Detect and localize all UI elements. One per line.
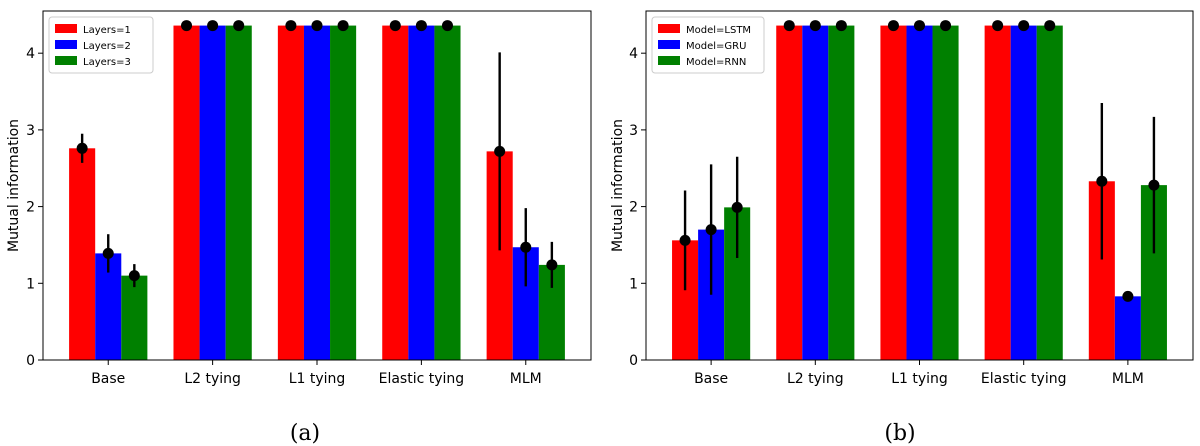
legend-swatch bbox=[658, 40, 680, 49]
x-tick-label: L1 tying bbox=[289, 371, 346, 387]
mean-marker bbox=[285, 20, 297, 32]
mean-marker bbox=[494, 145, 506, 157]
mean-marker bbox=[128, 270, 140, 282]
y-tick-label: 2 bbox=[26, 200, 35, 216]
mean-marker bbox=[992, 20, 1004, 32]
legend-swatch bbox=[55, 24, 77, 33]
bar bbox=[880, 25, 907, 360]
mean-marker bbox=[181, 20, 193, 32]
bar bbox=[932, 25, 959, 360]
mean-marker bbox=[233, 20, 245, 32]
bar bbox=[69, 148, 96, 360]
panel-caption: (a) bbox=[290, 421, 320, 446]
y-tick-label: 4 bbox=[629, 46, 638, 62]
legend-label: Model=LSTM bbox=[686, 25, 751, 36]
x-tick-label: L1 tying bbox=[891, 371, 948, 387]
x-tick-label: Base bbox=[91, 371, 125, 387]
mean-marker bbox=[1044, 20, 1056, 32]
y-tick-label: 0 bbox=[629, 353, 638, 369]
bar bbox=[434, 25, 461, 360]
bar bbox=[225, 25, 252, 360]
legend-swatch bbox=[658, 56, 680, 65]
chart-panel-a: 0 1 2 3 4 Base L2 tying L1 tying Elastic tying ML… bbox=[6, 10, 592, 446]
mean-marker bbox=[809, 20, 821, 32]
x-tick-label: MLM bbox=[1112, 371, 1144, 387]
bar bbox=[199, 25, 226, 360]
y-tick-label: 1 bbox=[629, 276, 638, 292]
x-tick-label: Base bbox=[694, 371, 728, 387]
y-tick-label: 3 bbox=[629, 123, 638, 139]
y-tick-label: 0 bbox=[26, 353, 35, 369]
bar bbox=[1010, 25, 1037, 360]
legend-label: Layers=3 bbox=[83, 57, 131, 68]
mean-marker bbox=[1018, 20, 1030, 32]
bar bbox=[984, 25, 1011, 360]
y-axis-label: Mutual information bbox=[6, 119, 22, 252]
mean-marker bbox=[546, 259, 558, 271]
mean-marker bbox=[102, 247, 114, 259]
x-tick-label: L2 tying bbox=[184, 371, 241, 387]
mean-marker bbox=[76, 142, 88, 154]
legend-swatch bbox=[55, 40, 77, 49]
mean-marker bbox=[1148, 179, 1160, 191]
legend-swatch bbox=[658, 24, 680, 33]
mean-marker bbox=[835, 20, 847, 32]
mean-marker bbox=[415, 20, 427, 32]
mean-marker bbox=[311, 20, 323, 32]
mean-marker bbox=[337, 20, 349, 32]
bar bbox=[382, 25, 409, 360]
mean-marker bbox=[679, 234, 691, 246]
x-tick-label: Elastic tying bbox=[981, 371, 1067, 387]
mean-marker bbox=[705, 224, 717, 236]
legend-label: Model=RNN bbox=[686, 57, 746, 68]
bar bbox=[277, 25, 304, 360]
legend-swatch bbox=[55, 56, 77, 65]
mean-marker bbox=[1122, 290, 1134, 302]
legend-label: Layers=1 bbox=[83, 25, 131, 36]
y-axis-label: Mutual information bbox=[610, 119, 626, 252]
bar bbox=[121, 275, 148, 360]
bar bbox=[906, 25, 933, 360]
mean-marker bbox=[520, 241, 532, 253]
mean-marker bbox=[1096, 175, 1108, 187]
mean-marker bbox=[940, 20, 952, 32]
bar bbox=[408, 25, 435, 360]
mean-marker bbox=[887, 20, 899, 32]
bar bbox=[802, 25, 829, 360]
mean-marker bbox=[731, 201, 743, 213]
mean-marker bbox=[914, 20, 925, 32]
y-tick-label: 4 bbox=[26, 46, 35, 62]
mean-marker bbox=[207, 20, 219, 32]
x-tick-label: Elastic tying bbox=[379, 371, 465, 387]
panel-caption: (b) bbox=[884, 421, 915, 446]
y-tick-label: 2 bbox=[629, 200, 638, 216]
x-tick-label: L2 tying bbox=[787, 371, 844, 387]
bar bbox=[1036, 25, 1063, 360]
y-tick-label: 1 bbox=[26, 276, 35, 292]
bar bbox=[303, 25, 331, 360]
mean-marker bbox=[783, 20, 795, 32]
legend-label: Model=GRU bbox=[686, 41, 746, 52]
bar bbox=[828, 25, 855, 360]
mean-marker bbox=[389, 20, 401, 32]
y-tick-label: 3 bbox=[26, 123, 35, 139]
bar bbox=[776, 25, 803, 360]
legend-label: Layers=2 bbox=[83, 41, 131, 52]
chart-panel-b: 0 1 2 3 4 Base L2 tying L1 tying Elastic tying ML… bbox=[610, 10, 1194, 446]
bar bbox=[330, 25, 357, 360]
mean-marker bbox=[441, 20, 453, 32]
bar bbox=[173, 25, 200, 360]
x-tick-label: MLM bbox=[510, 371, 542, 387]
bar bbox=[1114, 296, 1141, 360]
